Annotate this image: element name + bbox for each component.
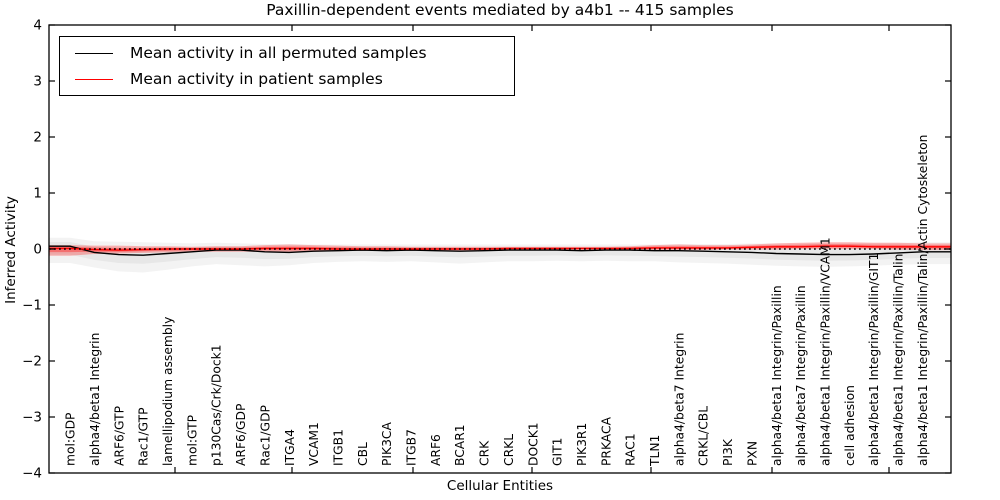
legend-item-permuted: Mean activity in all permuted samples: [60, 40, 514, 66]
legend-label: Mean activity in patient samples: [130, 70, 383, 88]
x-category-label: BCAR1: [453, 424, 467, 466]
permuted-band-outer: [49, 237, 951, 273]
legend-line-sample-red: [75, 78, 113, 80]
x-category-label: VCAM1: [307, 422, 321, 466]
y-axis-label-wrap: Inferred Activity: [1, 0, 21, 500]
x-category-label: PIK3R1: [575, 423, 589, 466]
x-category-label: CRKL/CBL: [697, 406, 711, 466]
x-category-label: ITGB1: [332, 429, 346, 466]
x-category-label: GIT1: [551, 438, 565, 467]
x-category-label: mol:GDP: [64, 413, 78, 466]
x-category-label: ITGB7: [405, 429, 419, 466]
legend-line-sample-black: [75, 52, 113, 54]
y-axis-label: Inferred Activity: [3, 196, 20, 304]
y-tick-label: 4: [33, 18, 42, 34]
x-category-label: alpha4/beta1 Integrin: [88, 333, 102, 466]
x-category-label: CRKL: [502, 434, 516, 466]
patient-mean-line: [49, 245, 951, 251]
x-category-label: alpha4/beta1 Integrin/Paxillin/Talin: [892, 254, 906, 466]
y-tick-label: −1: [22, 298, 42, 314]
y-tick-label: −2: [22, 354, 42, 370]
x-category-label: RAC1: [624, 433, 638, 466]
permuted-band-inner: [49, 242, 951, 264]
x-category-label: PXN: [745, 441, 759, 466]
x-category-label: Rac1/GDP: [258, 405, 272, 466]
x-category-label: mol:GTP: [185, 415, 199, 466]
y-tick-label: −3: [22, 410, 42, 426]
y-tick-label: 0: [33, 242, 42, 258]
x-category-label: alpha4/beta1 Integrin/Paxillin/GIT1: [867, 253, 881, 466]
x-category-label: ARF6/GTP: [112, 406, 126, 466]
x-category-label: PI3K: [721, 438, 735, 466]
legend-item-patient: Mean activity in patient samples: [60, 66, 514, 92]
chart-title: Paxillin-dependent events mediated by a4…: [266, 1, 734, 19]
permuted-mean-line: [49, 245, 951, 256]
x-category-label: ITGA4: [283, 429, 297, 466]
x-category-label: alpha4/beta7 Integrin/Paxillin: [794, 285, 808, 466]
y-tick-label: 1: [33, 186, 42, 202]
y-tick-label: −4: [22, 466, 42, 482]
x-category-label: alpha4/beta1 Integrin/Paxillin: [770, 285, 784, 466]
x-category-label: DOCK1: [526, 422, 540, 466]
x-category-label: CRK: [478, 440, 492, 466]
x-category-label: alpha4/beta1 Integrin/Paxillin/VCAM1: [819, 237, 833, 466]
x-category-label: PRKACA: [599, 416, 613, 466]
legend: Mean activity in all permuted samples Me…: [59, 36, 515, 96]
x-category-label: alpha4/beta1 Integrin/Paxillin/Talin/Act…: [916, 135, 930, 466]
x-category-label: PIK3CA: [380, 421, 394, 466]
legend-label: Mean activity in all permuted samples: [130, 44, 427, 62]
y-tick-label: 3: [33, 74, 42, 90]
x-category-label: cell adhesion: [843, 385, 857, 466]
x-category-label: lamellipodium assembly: [161, 317, 175, 466]
y-tick-label: 2: [33, 130, 42, 146]
x-category-label: p130Cas/Crk/Dock1: [210, 344, 224, 466]
x-category-label: Rac1/GTP: [137, 407, 151, 466]
x-category-label: ARF6: [429, 434, 443, 466]
x-category-label: ARF6/GDP: [234, 404, 248, 466]
x-category-label: TLN1: [648, 435, 662, 467]
x-axis-label: Cellular Entities: [446, 478, 554, 494]
x-category-label: alpha4/beta7 Integrin: [672, 333, 686, 466]
x-category-label: CBL: [356, 442, 370, 466]
